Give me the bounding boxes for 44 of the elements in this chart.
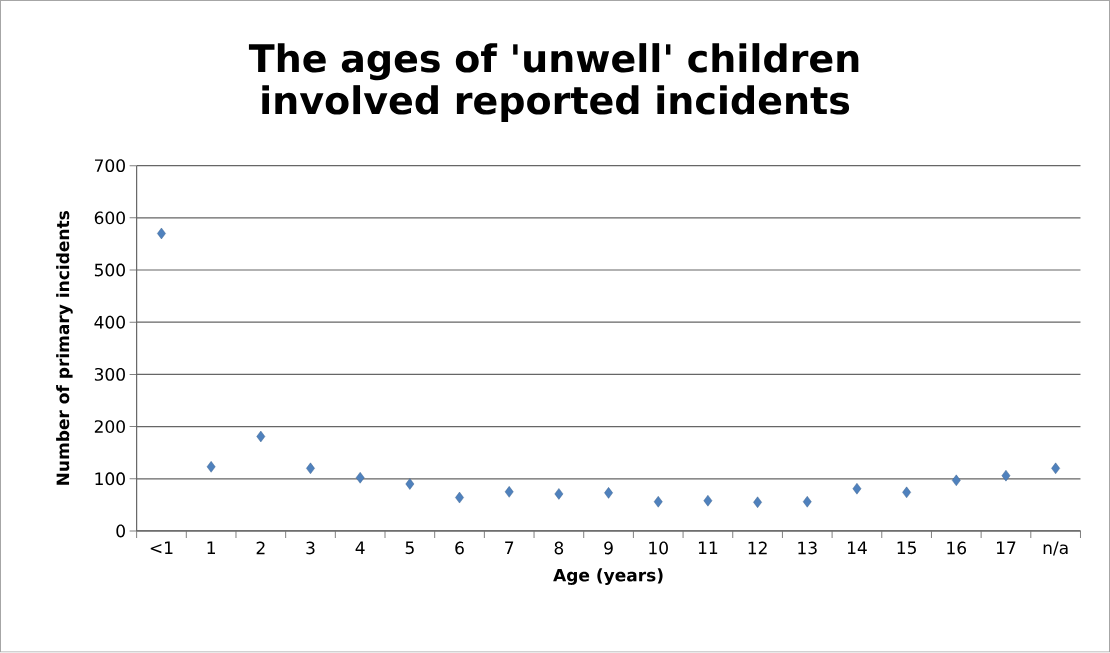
x-tick-label: 9 [604, 541, 613, 555]
y-tick-label: 300 [94, 368, 125, 382]
point [1001, 470, 1011, 482]
y-tick-label: 500 [94, 263, 125, 277]
x-tick-label: 5 [405, 541, 414, 555]
x-tick-label: 6 [455, 541, 464, 555]
y-tick-label: 700 [95, 159, 125, 173]
y-axis-title: Number of primary incidents [56, 211, 73, 485]
point [504, 486, 514, 498]
x-tick-label: 4 [355, 541, 365, 555]
x-axis-title: Age (years) [553, 568, 663, 586]
point [355, 472, 365, 484]
x-tick-label: 12 [748, 541, 767, 555]
point [455, 492, 464, 504]
chart-title: The ages of 'unwell' children involved reported incidents [248, 43, 859, 123]
x-tick-label: 3 [306, 541, 315, 555]
y-tick-label: 100 [95, 472, 125, 486]
x-tick-label: 14 [847, 541, 867, 555]
y-tick-label: 600 [94, 211, 125, 225]
point [852, 483, 862, 495]
point [256, 431, 266, 443]
x-tick-label: n/a [1043, 541, 1068, 556]
point [405, 478, 415, 490]
x-tick-label: 1 [207, 541, 215, 555]
x-tick-label: 11 [698, 541, 718, 555]
x-tick-label: <1 [150, 541, 173, 555]
y-tick-label: 0 [116, 524, 125, 538]
x-tick-label: 7 [505, 541, 514, 555]
point [604, 487, 613, 499]
x-tick-label: 15 [897, 541, 916, 555]
point [653, 496, 663, 508]
x-tick-label: 16 [947, 541, 967, 555]
y-tick-label: 400 [94, 315, 125, 329]
point [703, 495, 713, 507]
point [554, 488, 564, 500]
point [951, 474, 961, 487]
x-tick-label: 2 [256, 541, 265, 555]
point [206, 461, 216, 473]
x-tick-label: 8 [554, 541, 564, 555]
x-tick-label: 17 [997, 541, 1016, 555]
point [802, 496, 812, 508]
x-tick-label: 13 [798, 541, 817, 555]
y-tick-label: 200 [94, 420, 125, 434]
x-tick-label: 10 [649, 541, 668, 555]
